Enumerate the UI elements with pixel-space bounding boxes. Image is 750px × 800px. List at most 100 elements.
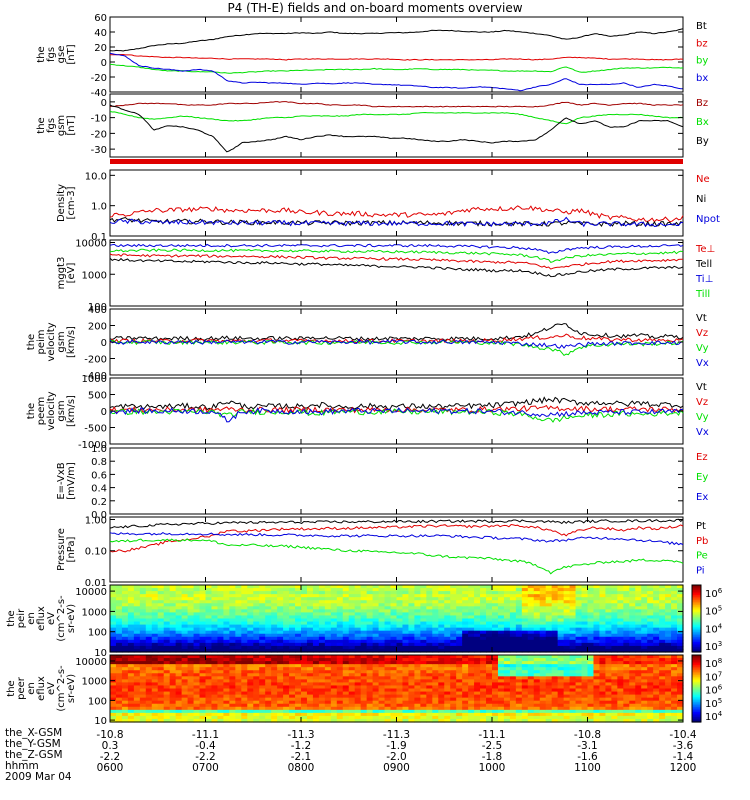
legend-Bt: Bt	[696, 21, 707, 32]
heatmap-cell	[641, 630, 648, 635]
heatmap-cell	[432, 639, 439, 644]
heatmap-cell	[241, 585, 248, 589]
heatmap-cell	[539, 688, 547, 693]
heatmap-cell	[354, 606, 362, 610]
heatmap-cell	[253, 636, 260, 641]
heatmap-cell	[289, 630, 296, 635]
heatmap-cell	[205, 648, 213, 653]
heatmap-cell	[623, 609, 630, 614]
heatmap-cell	[635, 600, 642, 604]
heatmap-cell	[301, 718, 308, 723]
heatmap-cell	[456, 618, 463, 623]
heatmap-cell	[217, 676, 225, 680]
heatmap-cell	[223, 600, 230, 604]
heatmap-cell	[533, 691, 541, 696]
heatmap-cell	[503, 712, 511, 717]
heatmap-cell	[259, 658, 266, 662]
heatmap-cell	[330, 655, 338, 659]
heatmap-cell	[659, 603, 666, 607]
heatmap-cell	[623, 612, 630, 617]
heatmap-cell	[462, 718, 469, 723]
heatmap-cell	[497, 691, 505, 696]
heatmap-cell	[384, 667, 392, 671]
xaxis-value: -1.8	[482, 751, 503, 763]
heatmap-cell	[420, 661, 427, 665]
heatmap-cell	[211, 636, 219, 641]
heatmap-cell	[289, 655, 296, 659]
heatmap-cell	[641, 676, 648, 680]
heatmap-cell	[360, 703, 368, 708]
heatmap-cell	[247, 591, 254, 595]
heatmap-cell	[521, 676, 529, 680]
heatmap-cell	[480, 679, 487, 684]
heatmap-cell	[617, 612, 624, 617]
series-line-Bz	[109, 101, 684, 108]
heatmap-cell	[133, 609, 141, 614]
heatmap-cell	[271, 612, 278, 617]
heatmap-cell	[205, 709, 213, 714]
heatmap-cell	[426, 673, 433, 677]
ytick-label: 0.4	[91, 484, 107, 495]
heatmap-cell	[420, 648, 427, 653]
heatmap-cell	[402, 691, 410, 696]
heatmap-cell	[468, 691, 475, 696]
heatmap-cell	[211, 621, 219, 626]
heatmap-cell	[629, 639, 636, 644]
heatmap-cell	[480, 627, 487, 632]
heatmap-cell	[318, 585, 326, 589]
heatmap-cell	[617, 709, 624, 714]
heatmap-cell	[474, 639, 481, 644]
heatmap-cell	[545, 627, 553, 632]
heatmap-cell	[456, 645, 463, 650]
heatmap-cell	[306, 591, 314, 595]
heatmap-cell	[497, 603, 505, 607]
heatmap-cell	[605, 597, 612, 601]
heatmap-cell	[223, 673, 230, 677]
heatmap-cell	[157, 648, 165, 653]
heatmap-cell	[569, 718, 577, 723]
legend-Vy: Vy	[696, 412, 709, 423]
heatmap-cell	[563, 712, 571, 717]
heatmap-cell	[551, 667, 559, 671]
heatmap-cell	[366, 585, 374, 589]
heatmap-cell	[468, 688, 475, 693]
heatmap-cell	[348, 639, 356, 644]
heatmap-cell	[318, 691, 326, 696]
heatmap-cell	[671, 673, 678, 677]
heatmap-cell	[474, 615, 481, 620]
heatmap-cell	[372, 618, 380, 623]
heatmap-cell	[671, 709, 678, 714]
heatmap-cell	[402, 621, 410, 626]
heatmap-cell	[348, 588, 356, 592]
heatmap-cell	[378, 639, 386, 644]
heatmap-cell	[468, 673, 475, 677]
heatmap-cell	[611, 642, 618, 647]
heatmap-cell	[653, 612, 660, 617]
heatmap-cell	[127, 700, 135, 705]
heatmap-cell	[635, 585, 642, 589]
heatmap-cell	[665, 615, 672, 620]
heatmap-cell	[551, 661, 559, 665]
heatmap-cell	[492, 676, 499, 680]
heatmap-cell	[378, 585, 386, 589]
heatmap-cell	[629, 627, 636, 632]
heatmap-cell	[127, 606, 135, 610]
heatmap-cell	[259, 667, 266, 671]
heatmap-cell	[217, 630, 225, 635]
heatmap-cell	[163, 600, 171, 604]
heatmap-cell	[223, 645, 230, 650]
heatmap-cell	[110, 661, 117, 665]
heatmap-cell	[462, 609, 469, 614]
series-line-bz	[110, 54, 684, 61]
heatmap-cell	[247, 709, 254, 714]
heatmap-cell	[199, 600, 207, 604]
heatmap-cell	[659, 621, 666, 626]
heatmap-cell	[545, 688, 553, 693]
heatmap-cell	[635, 621, 642, 626]
heatmap-cell	[145, 679, 153, 684]
heatmap-cell	[390, 588, 398, 592]
heatmap-cell	[169, 709, 177, 714]
heatmap-cell	[306, 618, 314, 623]
heatmap-cell	[223, 639, 230, 644]
heatmap-cell	[115, 645, 123, 650]
